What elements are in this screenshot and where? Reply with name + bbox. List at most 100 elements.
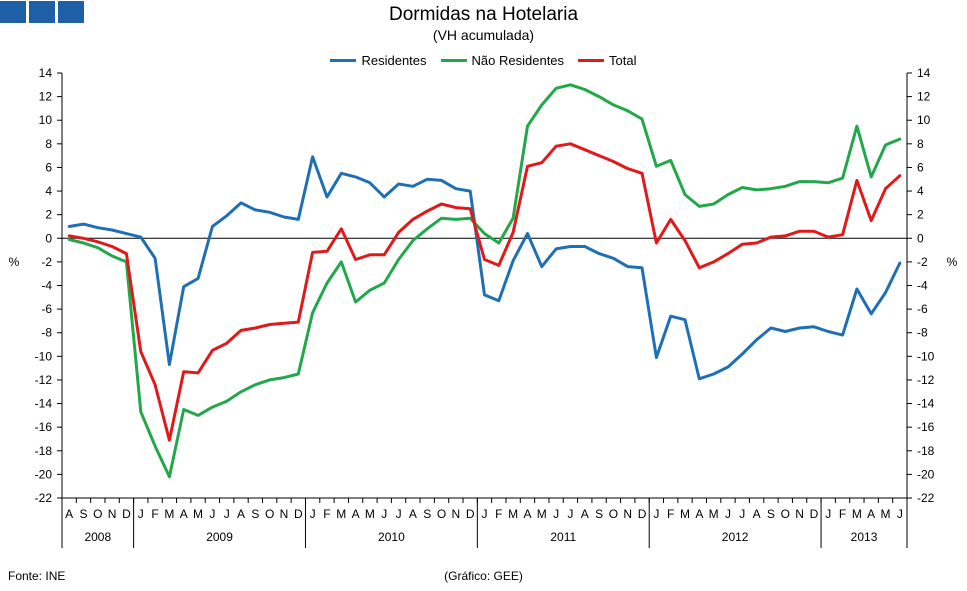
- y-tick-label-left: -22: [35, 491, 53, 505]
- y-tick-label-left: -2: [41, 255, 52, 269]
- y-tick-label-left: 14: [39, 66, 53, 80]
- legend: Residentes Não Residentes Total: [0, 53, 967, 68]
- y-tick-label-left: -18: [35, 444, 53, 458]
- y-tick-label-right: -10: [917, 349, 935, 363]
- month-label: N: [280, 507, 289, 521]
- year-label: 2013: [851, 530, 878, 544]
- y-tick-label-left: -4: [41, 279, 52, 293]
- month-label: J: [224, 507, 230, 521]
- month-label: J: [138, 507, 144, 521]
- legend-item-residentes: Residentes: [330, 53, 427, 68]
- month-label: J: [567, 507, 573, 521]
- year-label: 2011: [550, 530, 576, 544]
- logo-square: [0, 1, 26, 23]
- month-label: A: [581, 507, 589, 521]
- month-label: M: [193, 507, 203, 521]
- chart-title: Dormidas na Hotelaria: [388, 4, 579, 25]
- month-label: F: [151, 507, 158, 521]
- y-tick-label-right: 12: [917, 90, 931, 104]
- month-label: F: [495, 507, 502, 521]
- month-label: M: [537, 507, 547, 521]
- y-tick-label-right: -6: [917, 302, 928, 316]
- month-label: M: [852, 507, 862, 521]
- series-line-n-o-residentes: [67, 83, 902, 479]
- month-label: D: [810, 507, 819, 521]
- month-label: J: [209, 507, 215, 521]
- month-label: M: [365, 507, 375, 521]
- month-label: J: [725, 507, 731, 521]
- month-label: O: [609, 507, 618, 521]
- legend-swatch-residentes: [330, 59, 357, 62]
- y-tick-label-left: 10: [39, 113, 53, 127]
- month-label: J: [653, 507, 659, 521]
- y-tick-label-right: -18: [917, 444, 935, 458]
- y-tick-label-right: 10: [917, 113, 931, 127]
- legend-label-residentes: Residentes: [361, 53, 427, 68]
- month-label: M: [881, 507, 891, 521]
- legend-swatch-nao-residentes: [440, 59, 467, 62]
- month-label: J: [825, 507, 831, 521]
- month-label: A: [867, 507, 875, 521]
- y-tick-label-left: -10: [35, 349, 53, 363]
- month-label: A: [237, 507, 245, 521]
- month-label: M: [164, 507, 174, 521]
- month-label: M: [680, 507, 690, 521]
- series-line-residentes: [67, 155, 902, 381]
- month-label: M: [709, 507, 719, 521]
- month-label: A: [753, 507, 761, 521]
- month-label: F: [323, 507, 330, 521]
- month-label: A: [409, 507, 417, 521]
- month-label: D: [122, 507, 131, 521]
- month-label: F: [667, 507, 674, 521]
- y-tick-label-left: 6: [45, 160, 52, 174]
- month-label: O: [265, 507, 274, 521]
- y-tick-label-left: 0: [45, 231, 52, 245]
- y-tick-label-right: 4: [917, 184, 924, 198]
- y-tick-label-right: 2: [917, 208, 924, 222]
- month-label: S: [251, 507, 259, 521]
- y-tick-label-right: -14: [917, 397, 935, 411]
- month-label: A: [695, 507, 703, 521]
- logo: [0, 1, 84, 23]
- y-axis-label-right: %: [947, 255, 958, 269]
- y-tick-label-right: 0: [917, 231, 924, 245]
- series-line-total: [67, 142, 902, 442]
- month-label: J: [396, 507, 402, 521]
- month-label: J: [553, 507, 559, 521]
- month-label: N: [452, 507, 461, 521]
- y-axis-label-left: %: [9, 255, 20, 269]
- month-label: O: [781, 507, 790, 521]
- legend-label-total: Total: [609, 53, 637, 68]
- month-label: M: [336, 507, 346, 521]
- source-note: Fonte: INE: [8, 569, 66, 583]
- month-label: S: [423, 507, 431, 521]
- y-tick-label-right: -2: [917, 255, 928, 269]
- month-label: S: [595, 507, 603, 521]
- month-label: F: [839, 507, 846, 521]
- y-tick-label-right: 14: [917, 66, 931, 80]
- chart-subtitle: (VH acumulada): [432, 27, 535, 43]
- legend-item-nao-residentes: Não Residentes: [440, 53, 565, 68]
- y-tick-label-left: -20: [35, 467, 53, 481]
- credit-note: (Gráfico: GEE): [444, 569, 523, 583]
- legend-label-nao-residentes: Não Residentes: [471, 53, 565, 68]
- y-tick-label-left: -14: [35, 397, 53, 411]
- month-label: A: [523, 507, 531, 521]
- y-tick-label-left: -12: [35, 373, 53, 387]
- y-tick-label-left: -8: [41, 326, 52, 340]
- month-label: A: [65, 507, 73, 521]
- y-tick-label-right: 8: [917, 137, 924, 151]
- month-label: N: [108, 507, 117, 521]
- month-label: J: [310, 507, 316, 521]
- month-label: O: [93, 507, 102, 521]
- y-tick-label-left: 2: [45, 208, 52, 222]
- legend-item-total: Total: [578, 53, 637, 68]
- month-label: S: [79, 507, 87, 521]
- month-label: O: [437, 507, 446, 521]
- y-tick-label-right: -20: [917, 467, 935, 481]
- month-label: D: [294, 507, 303, 521]
- y-tick-label-left: 4: [45, 184, 52, 198]
- year-label: 2012: [722, 530, 749, 544]
- month-label: J: [482, 507, 488, 521]
